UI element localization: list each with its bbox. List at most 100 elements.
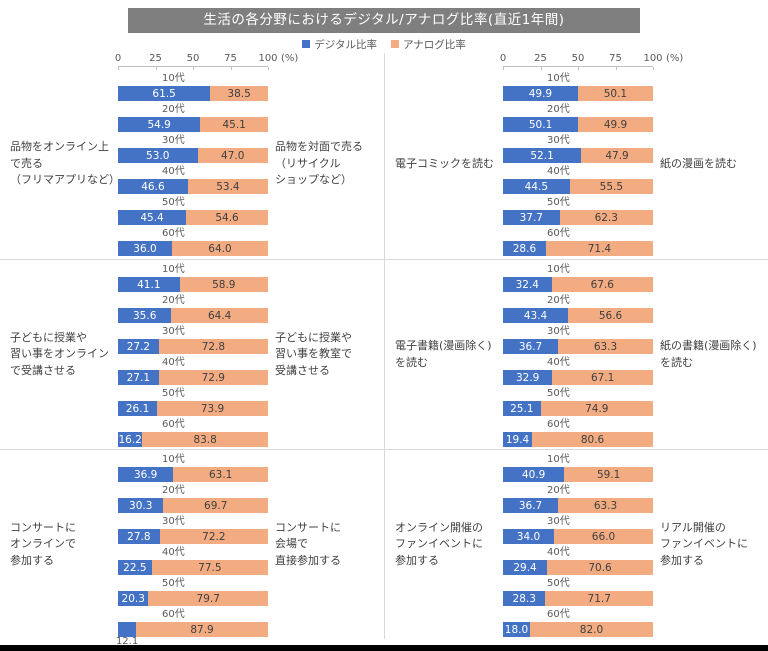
digital-segment: 25.1 [503,401,541,416]
analog-segment: 64.0 [172,241,268,256]
bar-group: 50代 45.4 54.6 [118,197,268,228]
digital-segment: 36.0 [118,241,172,256]
digital-segment [118,622,137,637]
stacked-bar: 45.4 54.6 [118,210,268,225]
age-group-label: 60代 [547,228,570,239]
digital-segment: 54.9 [118,117,201,132]
axis-tick-label: 50 [186,53,200,64]
digital-segment: 35.6 [118,308,172,323]
age-group-label: 10代 [162,264,185,275]
axis-unit-label: (%) [666,53,684,64]
stacked-bar: 36.7 63.3 [503,339,653,354]
age-group-label: 30代 [547,326,570,337]
analog-segment: 71.4 [545,241,653,256]
chart-title: 生活の各分野におけるデジタル/アナログ比率(直近1年間) [128,8,640,33]
legend-item-digital: デジタル比率 [302,37,377,52]
digital-segment: 40.9 [503,467,565,482]
panel-analog-label: 紙の漫画を読む [660,156,737,170]
digital-color-swatch [302,40,311,48]
bar-group: 40代 32.9 67.1 [503,357,653,388]
bar-group: 30代 52.1 47.9 [503,135,653,166]
stacked-bar: 26.1 73.9 [118,401,268,416]
age-group-label: 10代 [547,73,570,84]
axis-tick-label: 75 [609,53,622,64]
panel-analog-label: 品物を対面で売る （リサイクル ショップなど） [275,140,363,187]
digital-segment: 28.3 [503,591,546,606]
stacked-bar: 19.4 80.6 [503,432,653,447]
stacked-bar: 36.7 63.3 [503,498,653,513]
stacked-bar: 32.9 67.1 [503,370,653,385]
bar-group: 50代 20.3 79.7 [118,578,268,609]
stacked-bar: 54.9 45.1 [118,117,268,132]
age-group-label: 20代 [547,295,570,306]
digital-segment: 46.6 [118,179,188,194]
age-group-label: 50代 [547,578,570,589]
age-group-label: 20代 [547,485,570,496]
panel-digital-label: 品物をオンライン上 で売る （フリマアプリなど） [10,140,120,187]
age-group-label: 30代 [547,135,570,146]
age-group-label: 30代 [162,516,185,527]
panel-row: 品物をオンライン上 で売る （フリマアプリなど） 10代 61.5 38.5 20代 54… [0,69,768,259]
stacked-bar: 27.1 72.9 [118,370,268,385]
panel-plot: 10代 41.1 58.9 20代 35.6 64.4 30代 27.2 72.8 40代 27.1… [118,260,268,449]
age-group-label: 50代 [547,388,570,399]
digital-segment: 32.9 [503,370,553,385]
analog-segment: 87.9 [136,622,268,637]
stacked-bar: 18.0 82.0 [503,622,653,637]
analog-segment: 63.3 [558,339,653,354]
age-group-label: 30代 [547,516,570,527]
bar-group: 30代 27.8 72.2 [118,516,268,547]
digital-segment: 36.7 [503,339,559,354]
age-group-label: 30代 [162,326,185,337]
analog-segment: 50.1 [577,86,653,101]
age-group-label: 50代 [162,197,185,208]
stacked-bar: 28.3 71.7 [503,591,653,606]
age-group-label: 20代 [162,104,185,115]
panel: 電子書籍(漫画除く) を読む 10代 32.4 67.6 20代 43.4 56.6 30代 3… [384,260,768,449]
analog-segment: 62.3 [559,210,653,225]
axis-tick-label: 0 [499,53,507,64]
age-group-label: 40代 [547,547,570,558]
digital-segment: 26.1 [118,401,158,416]
stacked-bar: 29.4 70.6 [503,560,653,575]
analog-segment: 63.3 [558,498,653,513]
age-group-label: 60代 [162,419,185,430]
stacked-bar: 16.2 83.8 [118,432,268,447]
panel-plot: 10代 49.9 50.1 20代 50.1 49.9 30代 52.1 47.9 40代 44.5… [503,69,653,259]
axis-line [503,66,654,70]
analog-segment: 58.9 [179,277,268,292]
analog-segment: 56.6 [568,308,653,323]
age-group-label: 20代 [162,485,185,496]
stacked-bar: 25.1 74.9 [503,401,653,416]
analog-segment: 53.4 [187,179,268,194]
digital-segment: 52.1 [503,148,582,163]
analog-segment: 72.9 [158,370,268,385]
panel: 品物をオンライン上 で売る （フリマアプリなど） 10代 61.5 38.5 20代 54… [0,69,384,259]
digital-segment: 34.0 [503,529,554,544]
digital-segment: 27.8 [118,529,160,544]
analog-segment: 64.4 [171,308,268,323]
analog-segment: 74.9 [540,401,653,416]
bar-group: 20代 36.7 63.3 [503,485,653,516]
bar-group: 10代 32.4 67.6 [503,264,653,295]
age-group-label: 60代 [162,228,185,239]
analog-segment: 67.1 [552,370,653,385]
stacked-bar: 27.2 72.8 [118,339,268,354]
stacked-bar: 37.7 62.3 [503,210,653,225]
panel-plot: 10代 32.4 67.6 20代 43.4 56.6 30代 36.7 63.3 40代 32.9… [503,260,653,449]
digital-segment: 18.0 [503,622,530,637]
panel-digital-label: 電子コミックを読む [395,156,494,170]
digital-segment: 43.4 [503,308,569,323]
age-group-label: 50代 [547,197,570,208]
stacked-bar: 32.4 67.6 [503,277,653,292]
bar-group: 20代 30.3 69.7 [118,485,268,516]
axis-tick-label: 100 [643,53,663,64]
axis-tick-label: 100 [258,53,278,64]
panel-digital-label: 子どもに授業や 習い事をオンライン で受講させる [10,330,109,377]
digital-segment: 30.3 [118,498,164,513]
analog-segment: 55.5 [569,179,653,194]
stacked-bar: 35.6 64.4 [118,308,268,323]
analog-color-swatch [391,40,399,48]
analog-segment: 72.8 [158,339,268,354]
